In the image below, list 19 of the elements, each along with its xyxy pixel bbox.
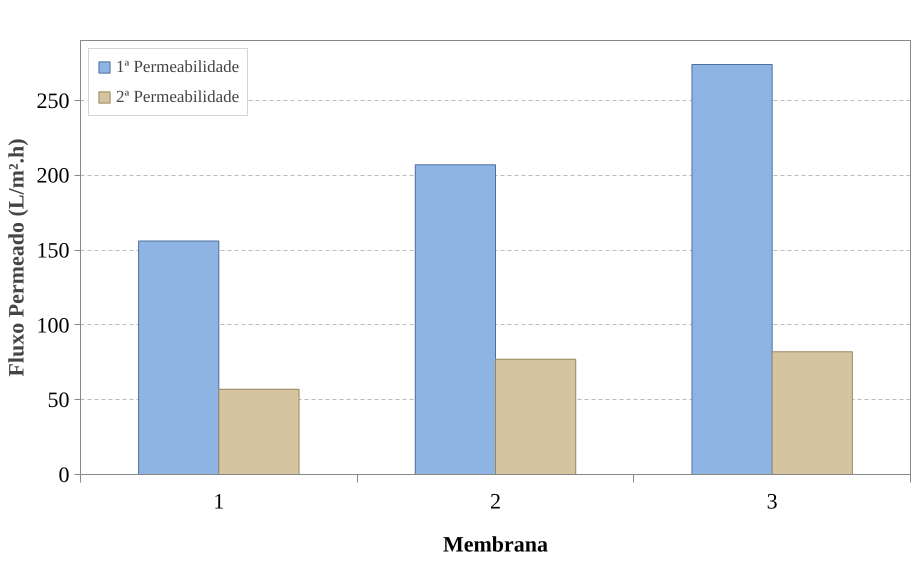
bar — [138, 240, 220, 474]
x-tick-label: 3 — [766, 488, 778, 514]
y-tick-label: 100 — [36, 312, 70, 338]
bar — [495, 358, 576, 474]
x-tick-label: 1 — [213, 488, 224, 514]
legend-label: 1ª Permeabilidade — [116, 57, 240, 77]
y-tick-label: 0 — [58, 462, 70, 487]
y-tick-label: 50 — [48, 387, 70, 412]
bar — [772, 351, 853, 474]
bar — [414, 164, 496, 474]
y-tick-label: 150 — [36, 238, 70, 263]
bar — [218, 388, 300, 474]
y-tick-label: 250 — [36, 88, 70, 113]
x-axis-title: Membrana — [442, 532, 548, 556]
y-tick-label: 200 — [36, 162, 70, 188]
legend-label: 2ª Permeabilidade — [116, 87, 240, 107]
y-axis-title: Fluxo Permeado (L/m².h) — [4, 138, 28, 377]
x-tick-label: 2 — [490, 488, 501, 514]
bar — [691, 64, 773, 474]
